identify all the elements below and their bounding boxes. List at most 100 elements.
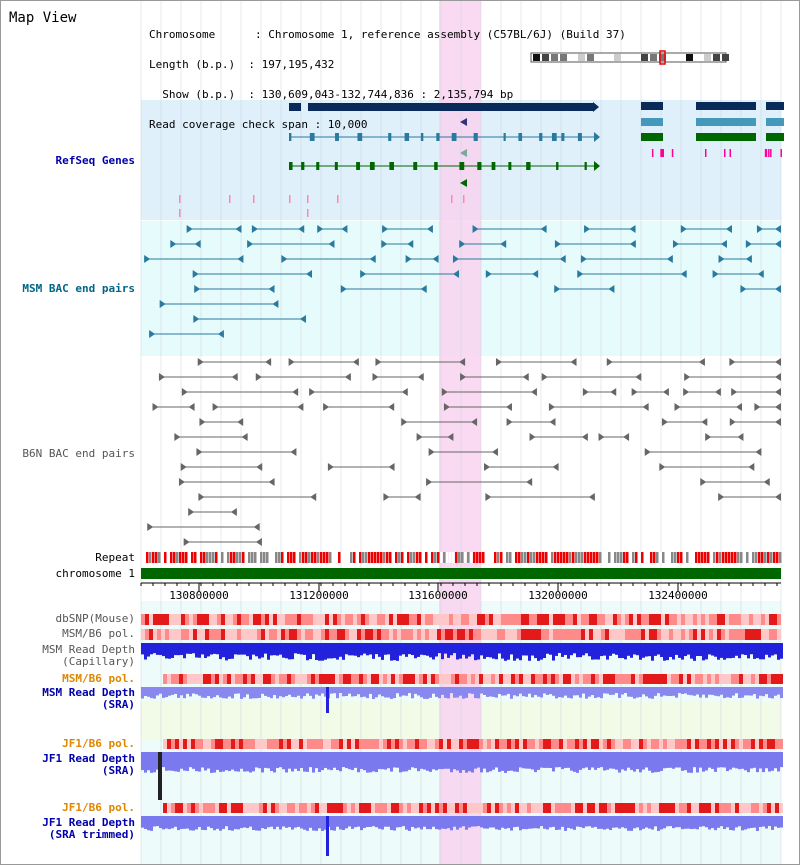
dbsnp-heat (421, 614, 425, 625)
track-label-b6n-bac[interactable]: B6N BAC end pairs (22, 447, 135, 460)
msm-pol2-heat (539, 674, 543, 684)
msm-capillary-depth (780, 643, 783, 659)
dbsnp-heat (377, 614, 381, 625)
msm-capillary-depth (729, 643, 732, 659)
dbsnp-heat (145, 614, 149, 625)
msm-sra-depth (246, 687, 249, 695)
b6n-bac-pair-end (388, 403, 395, 411)
msm-pol2-heat (311, 674, 315, 684)
msm-pol-heat (509, 629, 513, 640)
jf1-sra-depth (156, 752, 159, 770)
jf1-pol-heat (307, 739, 311, 749)
msm-pol2-heat (635, 674, 639, 684)
jf1-sra-depth (444, 752, 447, 769)
msm-sra-depth (498, 687, 501, 694)
msm-sra-depth (294, 687, 297, 698)
dbsnp-heat (485, 614, 489, 625)
msm-capillary-depth (291, 643, 294, 660)
dbsnp-heat (717, 614, 721, 625)
jf1-trim-depth (732, 816, 735, 831)
msm-pol-heat (681, 629, 685, 640)
jf1-pol2-heat (191, 803, 195, 813)
dbsnp-heat (193, 614, 197, 625)
b6n-bac-pair-end (737, 433, 744, 441)
msm-bac-pair-end (281, 255, 288, 263)
jf1-pol2-heat (459, 803, 463, 813)
dbsnp-heat (309, 614, 313, 625)
selection-highlight (439, 1, 481, 864)
msm-sra-depth (621, 687, 624, 695)
dbsnp-heat (181, 614, 185, 625)
msm-capillary-depth (234, 643, 237, 655)
jf1-sra-depth (732, 752, 735, 768)
repeat-mark (431, 552, 434, 563)
dbsnp-heat (565, 614, 569, 625)
msm-pol2-heat (555, 674, 559, 684)
dbsnp-heat (489, 614, 493, 625)
msm-pol-heat (421, 629, 425, 640)
msm-capillary-depth (552, 643, 555, 661)
msm-capillary-depth (216, 643, 219, 655)
msm-pol2-heat (327, 674, 331, 684)
track-label-refseq[interactable]: RefSeq Genes (55, 154, 135, 167)
msm-pol-heat (213, 629, 217, 640)
jf1-pol2-heat (391, 803, 395, 813)
jf1-pol2-heat (759, 803, 763, 813)
msm-sra-depth (630, 687, 633, 697)
jf1-sra-depth (144, 752, 147, 773)
msm-pol2-heat (643, 674, 647, 684)
jf1-trim-depth (156, 816, 159, 827)
msm-pol-heat (485, 629, 489, 640)
jf1-trim-depth (390, 816, 393, 831)
track-label-msm-bac[interactable]: MSM BAC end pairs (22, 282, 135, 295)
msm-pol-heat (185, 629, 189, 640)
jf1-sra-depth (351, 752, 354, 771)
msm-capillary-depth (324, 643, 327, 660)
msm-pol2-heat (435, 674, 439, 684)
jf1-sra-depth (768, 752, 771, 772)
jf1-pol2-heat (563, 803, 567, 813)
msm-sra-depth (573, 687, 576, 696)
info-line-length: Length (b.p.) : 197,195,432 (149, 58, 335, 71)
jf1-sra-depth (228, 752, 231, 772)
dbsnp-heat (213, 614, 217, 625)
jf1-sra-depth (627, 752, 630, 768)
jf1-pol-heat (475, 739, 479, 749)
jf1-sra-depth (348, 752, 351, 770)
jf1-sra-depth (381, 752, 384, 770)
msm-pol-heat (369, 629, 373, 640)
jf1-trim-depth (387, 816, 390, 827)
repeat-mark (746, 552, 749, 563)
jf1-pol2-heat (423, 803, 427, 813)
jf1-trim-depth (528, 816, 531, 829)
jf1-trim-depth (582, 816, 585, 829)
msm-pol2-heat (287, 674, 291, 684)
snp-tick (780, 149, 782, 157)
msm-pol-heat (573, 629, 577, 640)
msm-pol2-heat (659, 674, 663, 684)
msm-capillary-depth (414, 643, 417, 659)
jf1-sra-depth (480, 752, 483, 773)
msm-capillary-depth (150, 643, 153, 655)
msm-capillary-depth (402, 643, 405, 655)
jf1-sra-depth (777, 752, 780, 772)
msm-pol-heat (193, 629, 197, 640)
jf1-trim-depth (633, 816, 636, 829)
msm-capillary-depth (177, 643, 180, 656)
dbsnp-heat (401, 614, 405, 625)
msm-capillary-depth (408, 643, 411, 655)
snp-tick (660, 149, 662, 157)
msm-bac-pair-end (540, 225, 547, 233)
repeat-mark (158, 552, 161, 563)
repeat-mark (476, 552, 479, 563)
msm-pol2-heat (631, 674, 635, 684)
msm-pol2-heat (519, 674, 523, 684)
msm-pol-heat (541, 629, 545, 640)
jf1-pol-heat (275, 739, 279, 749)
jf1-pol-heat (347, 739, 351, 749)
msm-pol2-heat (399, 674, 403, 684)
msm-pol-heat (585, 629, 589, 640)
repeat-mark (752, 552, 755, 563)
b6n-bac-pair-end (323, 403, 330, 411)
